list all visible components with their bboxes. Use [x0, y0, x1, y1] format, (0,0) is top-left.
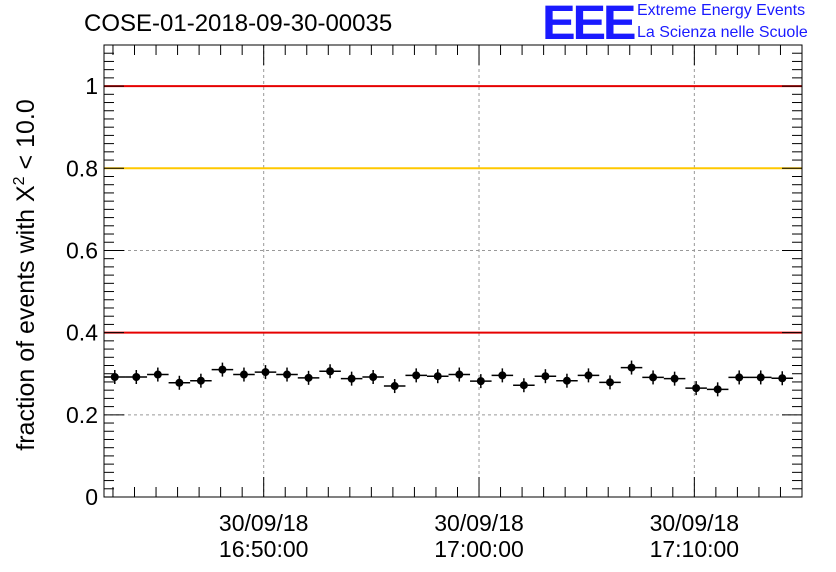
data-point: [663, 371, 686, 386]
point-marker: [670, 374, 679, 383]
x-tick-date: 30/09/18: [650, 510, 740, 536]
data-point: [706, 382, 729, 397]
data-point: [556, 373, 578, 388]
grid-layer: [104, 45, 802, 497]
point-marker: [476, 377, 485, 386]
y-tick-label: 0: [85, 484, 98, 510]
y-tick-label: 0.4: [66, 320, 98, 346]
point-marker: [713, 385, 722, 394]
chart-title: COSE-01-2018-09-30-00035: [84, 10, 393, 37]
point-marker: [756, 373, 765, 382]
y-axis-label-sup: 2: [11, 176, 28, 185]
point-marker: [218, 365, 227, 374]
data-point: [383, 379, 406, 394]
data-point: [426, 369, 449, 384]
data-point: [513, 378, 535, 393]
data-point: [276, 367, 298, 382]
axis-ticks: [104, 44, 803, 498]
point-marker: [412, 371, 421, 380]
data-point: [405, 368, 427, 383]
data-point: [491, 368, 514, 383]
data-point: [168, 375, 191, 390]
point-marker: [283, 370, 292, 379]
data-point: [233, 367, 255, 382]
x-tick-time: 17:00:00: [434, 536, 524, 562]
y-tick-label: 0.6: [66, 237, 98, 263]
point-marker: [519, 381, 528, 390]
data-point: [297, 370, 320, 385]
data-point: [362, 370, 384, 385]
data-point: [534, 369, 557, 384]
axis-labels: 00.20.40.60.8130/09/1816:50:0030/09/1817…: [66, 73, 739, 562]
data-point: [190, 373, 212, 388]
point-marker: [369, 373, 378, 382]
data-points: [104, 360, 794, 397]
point-marker: [196, 376, 205, 385]
eee-logo: EEE: [542, 0, 637, 50]
y-axis-label: fraction of events with X2 < 10.0: [11, 99, 40, 450]
data-point: [125, 370, 148, 385]
y-tick-label: 0.8: [66, 155, 98, 181]
point-marker: [584, 371, 593, 380]
y-axis-label-rest: < 10.0: [12, 99, 40, 176]
point-marker: [153, 370, 162, 379]
point-marker: [347, 374, 356, 383]
point-marker: [627, 363, 636, 372]
data-point: [319, 364, 341, 379]
point-marker: [326, 367, 335, 376]
x-tick-time: 16:50:00: [219, 536, 309, 562]
data-point: [577, 368, 600, 383]
data-point: [728, 370, 750, 385]
data-point: [642, 370, 664, 385]
point-marker: [390, 382, 399, 391]
data-point: [448, 367, 471, 382]
data-point: [470, 374, 492, 389]
data-point: [254, 365, 277, 380]
data-point: [771, 371, 794, 386]
point-marker: [455, 370, 464, 379]
data-point: [340, 371, 363, 386]
data-point: [211, 362, 234, 377]
plot-frame: [103, 44, 803, 498]
data-point: [147, 367, 169, 382]
y-tick-label: 1: [85, 73, 98, 99]
point-marker: [692, 384, 701, 393]
y-tick-label: 0.2: [66, 402, 98, 428]
point-marker: [735, 373, 744, 382]
logo-line-2: La Scienza nelle Scuole: [637, 24, 808, 41]
data-point: [749, 370, 772, 385]
point-marker: [110, 373, 119, 382]
point-marker: [562, 376, 571, 385]
data-point: [685, 381, 707, 396]
point-marker: [239, 370, 248, 379]
y-axis-label-main: fraction of events with X: [12, 185, 40, 451]
data-point: [599, 375, 621, 390]
point-marker: [778, 374, 787, 383]
x-tick-time: 17:10:00: [650, 536, 740, 562]
point-marker: [498, 371, 507, 380]
logo-line-1: Extreme Energy Events: [637, 2, 806, 19]
x-tick-date: 30/09/18: [434, 510, 524, 536]
point-marker: [132, 373, 141, 382]
point-marker: [606, 378, 615, 387]
point-marker: [175, 378, 184, 387]
data-point: [104, 370, 126, 385]
point-marker: [304, 373, 313, 382]
threshold-lines: [104, 85, 802, 334]
data-point: [620, 360, 643, 375]
point-marker: [433, 372, 442, 381]
x-tick-date: 30/09/18: [219, 510, 309, 536]
point-marker: [541, 372, 550, 381]
point-marker: [649, 373, 658, 382]
point-marker: [261, 368, 270, 377]
